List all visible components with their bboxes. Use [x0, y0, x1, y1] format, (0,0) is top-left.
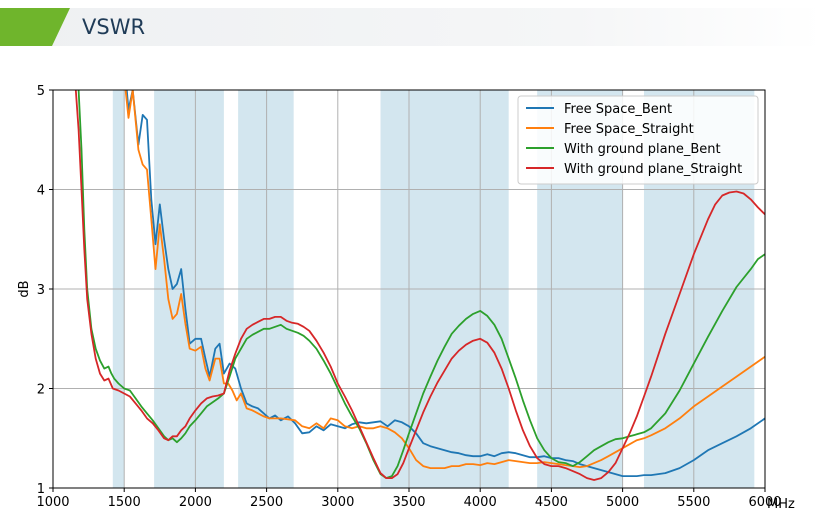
x-tick-label-1500: 1500 — [108, 495, 141, 510]
x-tick-label-5500: 5500 — [677, 495, 710, 510]
x-axis-ticks: 1000 1500 2000 2500 3000 3500 4000 4500 5000 5500… — [36, 488, 782, 510]
series-line-3 — [74, 90, 765, 481]
x-tick-label-1000: 1000 — [36, 495, 69, 510]
page-title: VSWR — [82, 15, 146, 39]
series-line-0 — [125, 90, 765, 477]
y-tick-label-2: 2 — [37, 383, 45, 398]
y-tick-label-1: 1 — [37, 482, 45, 497]
header-band — [0, 8, 823, 46]
y-tick-label-3: 3 — [37, 283, 45, 298]
legend-label-2: With ground plane_Bent — [564, 142, 721, 157]
series-line-2 — [77, 90, 765, 479]
x-tick-label-4500: 4500 — [535, 495, 568, 510]
legend-label-0: Free Space_Bent — [564, 102, 672, 117]
x-tick-label-3500: 3500 — [392, 495, 425, 510]
y-axis-ticks: 1 2 3 4 5 — [37, 84, 53, 497]
legend-label-1: Free Space_Straight — [564, 122, 694, 137]
x-tick-label-6000: 6000 — [748, 495, 781, 510]
legend: Free Space_Bent Free Space_Straight With g… — [517, 95, 759, 185]
x-tick-label-2000: 2000 — [179, 495, 212, 510]
y-tick-label-5: 5 — [37, 84, 45, 99]
y-tick-label-4: 4 — [37, 184, 45, 199]
legend-label-3: With ground plane_Straight — [564, 162, 742, 177]
header-accent-shape — [0, 8, 70, 46]
x-tick-label-3000: 3000 — [321, 495, 354, 510]
x-tick-label-5000: 5000 — [606, 495, 639, 510]
series-line-1 — [124, 90, 765, 469]
series-lines — [74, 90, 765, 481]
x-axis-unit: MHz — [767, 497, 795, 512]
y-axis-label: dB — [17, 280, 32, 297]
legend-box — [517, 95, 759, 185]
x-tick-label-2500: 2500 — [250, 495, 283, 510]
x-tick-label-4000: 4000 — [464, 495, 497, 510]
